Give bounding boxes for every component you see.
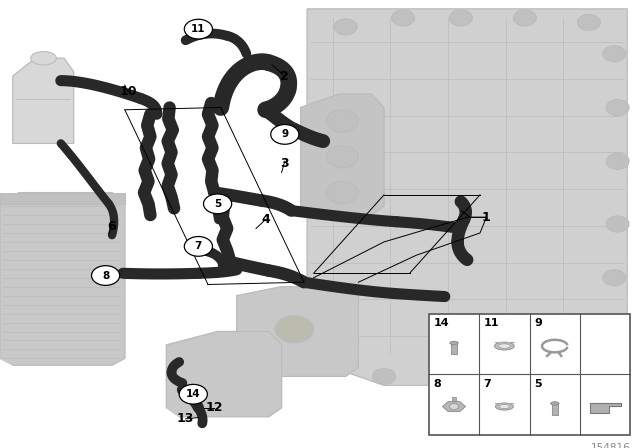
Circle shape [326,110,358,132]
Bar [552,404,557,415]
Ellipse shape [550,402,559,405]
Circle shape [392,10,415,26]
Circle shape [513,10,536,26]
Circle shape [606,216,629,232]
Circle shape [577,14,600,30]
Text: 154816: 154816 [591,443,630,448]
Polygon shape [442,401,465,412]
Text: 5: 5 [214,199,221,209]
Circle shape [606,153,629,169]
Polygon shape [307,9,627,385]
Circle shape [204,194,232,214]
Polygon shape [237,287,358,376]
Bar [0,193,125,204]
Circle shape [271,125,299,144]
Text: 7: 7 [195,241,202,251]
Text: 11: 11 [191,24,205,34]
Circle shape [449,403,458,409]
Text: 1: 1 [482,211,491,224]
Circle shape [372,368,396,384]
Circle shape [326,146,358,168]
Bar [429,314,630,435]
Polygon shape [589,403,621,414]
Ellipse shape [499,344,510,348]
Text: 4: 4 [261,213,270,226]
Circle shape [184,237,212,256]
Text: 7: 7 [484,379,492,388]
Circle shape [603,46,626,62]
Ellipse shape [495,342,515,350]
Polygon shape [13,58,74,143]
Polygon shape [166,332,282,417]
Ellipse shape [495,403,513,410]
Circle shape [606,99,629,116]
Text: 6: 6 [108,220,116,233]
Text: 9: 9 [534,318,542,328]
Circle shape [603,323,626,340]
Text: 12: 12 [205,401,223,414]
Circle shape [532,355,556,371]
Text: 8: 8 [433,379,441,388]
Text: 5: 5 [534,379,541,388]
Text: 8: 8 [102,271,109,280]
Circle shape [179,384,207,404]
Polygon shape [0,193,125,365]
Circle shape [275,316,314,343]
Circle shape [449,366,472,382]
Text: 3: 3 [280,157,289,170]
Circle shape [326,181,358,204]
Circle shape [334,19,357,35]
Ellipse shape [499,405,510,409]
Circle shape [449,10,472,26]
Text: 9: 9 [281,129,289,139]
Text: 13: 13 [177,412,195,426]
Ellipse shape [450,341,458,345]
Text: 10: 10 [119,85,137,99]
Text: 14: 14 [186,389,200,399]
Bar [451,343,457,354]
Text: 2: 2 [280,69,289,83]
Circle shape [184,19,212,39]
Bar [452,397,456,401]
Polygon shape [301,94,384,215]
Circle shape [92,266,120,285]
Text: 11: 11 [484,318,499,328]
Text: 14: 14 [433,318,449,328]
Circle shape [603,270,626,286]
Ellipse shape [31,52,56,65]
